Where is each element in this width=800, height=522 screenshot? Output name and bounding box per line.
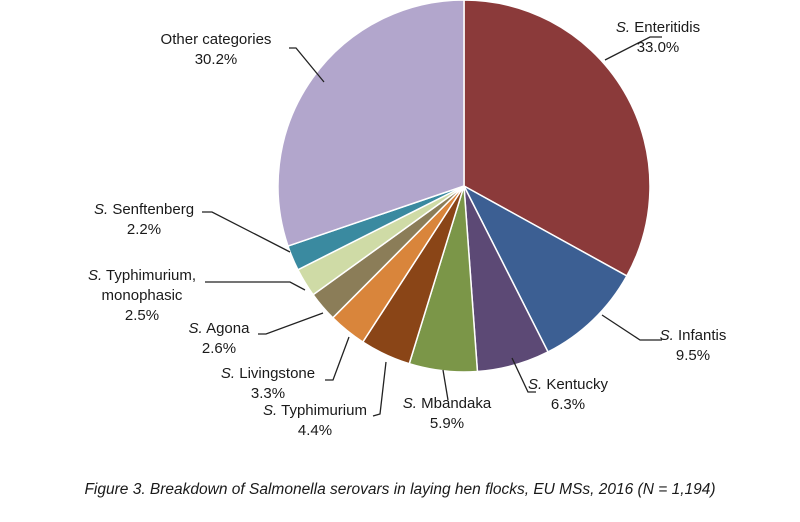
percentage-label: 2.2% — [127, 221, 161, 238]
serovar-label: Mbandaka — [421, 395, 492, 412]
serovar-label: Infantis — [678, 327, 726, 344]
slice-label-typhimurium: S. Typhimurium, monophasic 2.5% — [88, 267, 196, 324]
leader-line-typhimurium — [372, 361, 387, 417]
percentage-label: 9.5% — [676, 347, 710, 364]
leader-line-typhimurium — [205, 281, 306, 291]
slice-label-infantis: S. Infantis 9.5% — [660, 327, 727, 364]
serovar-label: Other categories — [161, 31, 272, 48]
serovar-label-line2: monophasic — [102, 287, 183, 304]
leader-line-agona — [258, 312, 324, 335]
pie-slices — [277, 0, 651, 373]
genus-label: S. — [263, 402, 277, 419]
genus-label: S. — [528, 376, 542, 393]
leader-line-livingstone — [325, 336, 350, 381]
percentage-label: 4.4% — [298, 422, 332, 439]
pie-slice-enteritidis — [463, 0, 651, 277]
figure-caption: Figure 3. Breakdown of Salmonella serova… — [84, 481, 716, 498]
genus-label: S. — [189, 320, 203, 337]
leader-line-mbandaka — [442, 369, 449, 401]
slice-label-typhimurium: S. Typhimurium 4.4% — [263, 402, 367, 439]
slice-labels: S. Enteritidis 33.0%S. Infantis 9.5%S. Ken… — [88, 19, 726, 439]
slice-label-enteritidis: S. Enteritidis 33.0% — [616, 19, 700, 56]
genus-label: S. — [88, 267, 102, 284]
serovar-label: Agona — [206, 320, 250, 337]
genus-label: S. — [660, 327, 674, 344]
percentage-label: 6.3% — [551, 396, 585, 413]
pie-slice-infantis — [462, 184, 628, 353]
slice-label-kentucky: S. Kentucky 6.3% — [528, 376, 609, 413]
genus-label: S. — [403, 395, 417, 412]
percentage-label: 5.9% — [430, 415, 464, 432]
percentage-label: 2.5% — [125, 307, 159, 324]
genus-label: S. — [94, 201, 108, 218]
leader-line-enteritidis — [604, 36, 662, 61]
percentage-label: 2.6% — [202, 340, 236, 357]
serovar-label: Senftenberg — [112, 201, 194, 218]
genus-label: S. — [221, 365, 235, 382]
pie-slice-other-categories — [277, 0, 465, 247]
percentage-label: 33.0% — [637, 39, 680, 56]
serovar-label: Typhimurium, — [106, 267, 196, 284]
slice-label-livingstone: S. Livingstone 3.3% — [221, 365, 315, 402]
slice-label-other-categories: Other categories 30.2% — [161, 31, 272, 68]
slice-label-mbandaka: S. Mbandaka 5.9% — [403, 395, 492, 432]
leader-line-kentucky — [511, 357, 536, 393]
pie-chart: S. Enteritidis 33.0%S. Infantis 9.5%S. Ken… — [88, 0, 726, 439]
leader-lines — [202, 36, 662, 417]
slice-label-senftenberg: S. Senftenberg 2.2% — [94, 201, 194, 238]
leader-line-infantis — [601, 314, 662, 341]
percentage-label: 30.2% — [195, 51, 238, 68]
serovar-label: Livingstone — [239, 365, 315, 382]
serovar-label: Kentucky — [546, 376, 608, 393]
genus-label: S. — [616, 19, 630, 36]
percentage-label: 3.3% — [251, 385, 285, 402]
slice-label-agona: S. Agona 2.6% — [189, 320, 251, 357]
serovar-label: Enteritidis — [634, 19, 700, 36]
leader-line-senftenberg — [202, 211, 291, 253]
leader-line-other-categories — [289, 47, 325, 83]
serovar-label: Typhimurium — [281, 402, 367, 419]
